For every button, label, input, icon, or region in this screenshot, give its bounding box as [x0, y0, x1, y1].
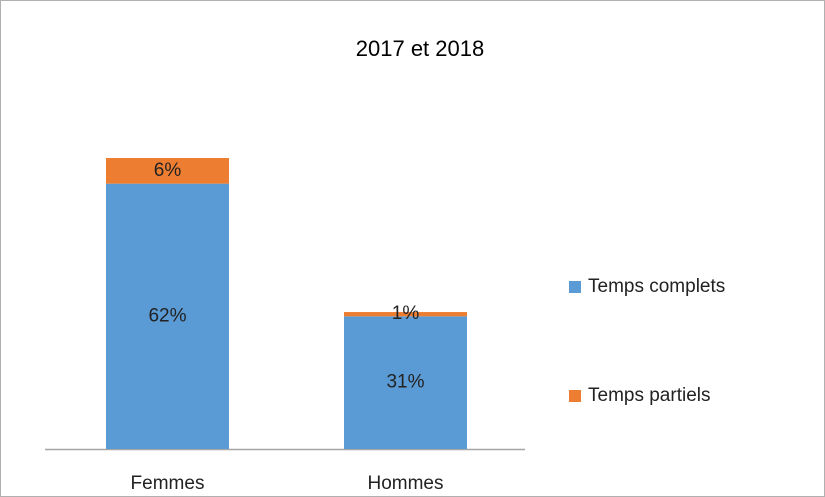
- data-label: 31%: [386, 372, 424, 393]
- bar-segment: [344, 316, 467, 449]
- legend-swatch: [569, 390, 581, 402]
- legend-label: Temps complets: [588, 276, 725, 297]
- legend-swatch: [569, 281, 581, 293]
- bar-segment: [106, 158, 229, 184]
- bar-segment: [106, 183, 229, 450]
- data-label: 6%: [154, 160, 182, 181]
- x-tick-label: Femmes: [131, 473, 205, 494]
- data-label: 1%: [392, 303, 420, 324]
- legend-label: Temps partiels: [588, 385, 711, 406]
- data-label: 62%: [148, 305, 186, 326]
- chart-title: 2017 et 2018: [356, 36, 484, 61]
- bar-segment: [344, 312, 467, 317]
- x-tick-label: Hommes: [367, 473, 443, 494]
